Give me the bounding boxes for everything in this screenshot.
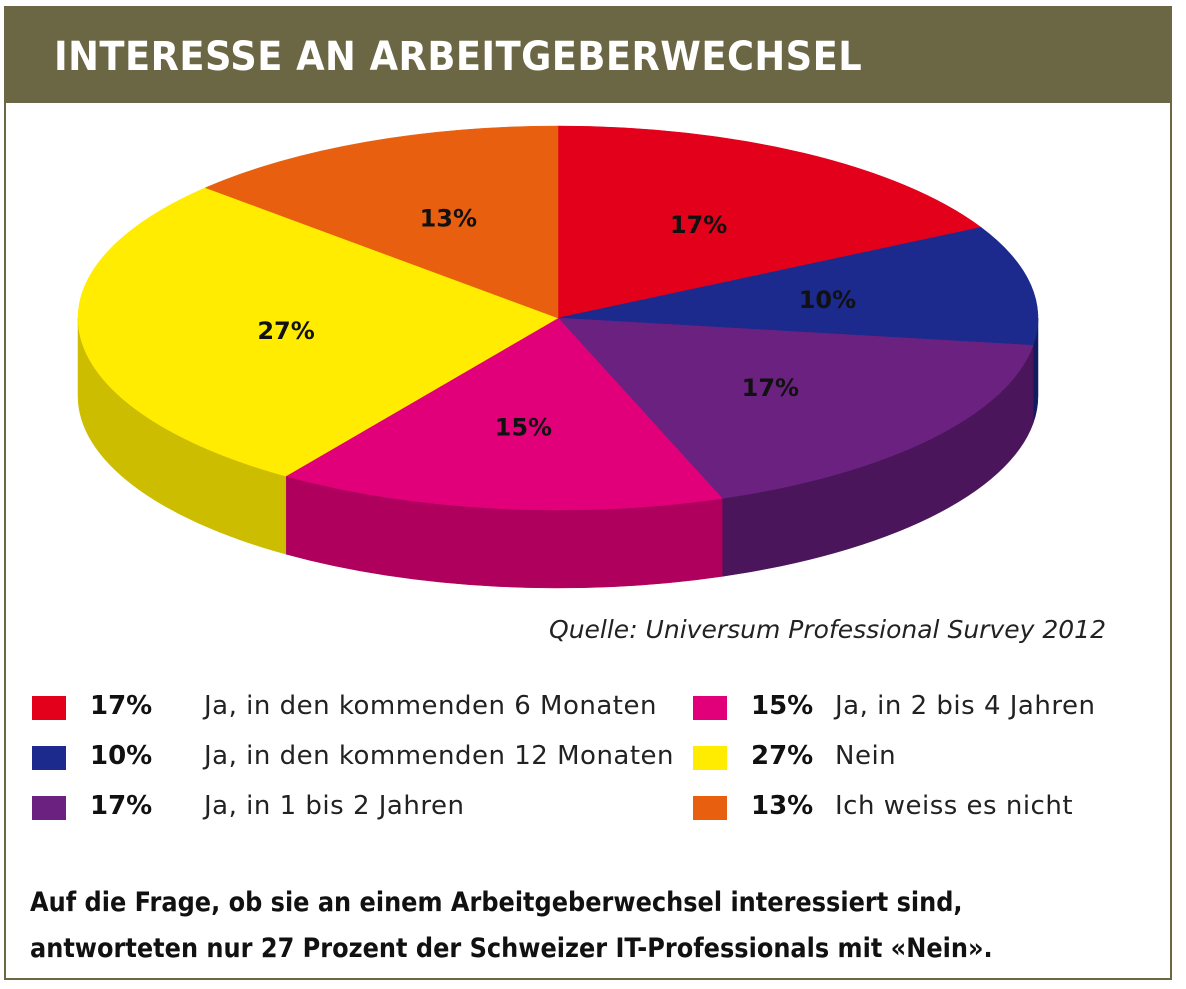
legend-label: Nein xyxy=(835,741,897,771)
legend-value: 17% xyxy=(90,791,153,821)
pie-slice-4 xyxy=(77,187,559,477)
chart-title: INTERESSE AN ARBEITGEBERWECHSEL xyxy=(54,34,863,80)
legend-value: 15% xyxy=(751,691,814,721)
legend-label: Ich weiss es nicht xyxy=(835,791,1074,821)
legend-swatch xyxy=(693,696,727,720)
legend-swatch xyxy=(32,696,66,720)
pie-slice-1 xyxy=(557,227,1039,346)
title-bar: INTERESSE AN ARBEITGEBERWECHSEL xyxy=(4,6,1172,103)
pie-slice-0 xyxy=(557,125,982,319)
pie-label-0: 17% xyxy=(670,211,727,239)
caption-line-1: Auf die Frage, ob sie an einem Arbeitgeb… xyxy=(30,887,963,918)
pie-slice-3 xyxy=(285,317,723,511)
pie-label-3: 15% xyxy=(495,414,552,442)
pie-slice-5 xyxy=(204,125,559,319)
legend-value: 13% xyxy=(751,791,814,821)
pie-slice-2 xyxy=(557,317,1034,499)
legend-value: 10% xyxy=(90,741,153,771)
pie-label-2: 17% xyxy=(742,374,799,402)
source-note: Quelle: Universum Professional Survey 20… xyxy=(549,615,1106,644)
pie-label-4: 27% xyxy=(257,317,314,345)
legend-value: 27% xyxy=(751,741,814,771)
legend-label: Ja, in den kommenden 12 Monaten xyxy=(204,741,675,771)
legend-swatch xyxy=(693,746,727,770)
legend-swatch xyxy=(32,746,66,770)
pie-label-1: 10% xyxy=(799,286,856,314)
caption-line-2: antworteten nur 27 Prozent der Schweizer… xyxy=(30,933,993,964)
legend-value: 17% xyxy=(90,691,153,721)
legend-label: Ja, in 2 bis 4 Jahren xyxy=(835,691,1096,721)
legend-label: Ja, in den kommenden 6 Monaten xyxy=(204,691,657,721)
legend-swatch xyxy=(693,796,727,820)
legend-swatch xyxy=(32,796,66,820)
pie-label-5: 13% xyxy=(420,205,477,233)
legend-label: Ja, in 1 bis 2 Jahren xyxy=(204,791,465,821)
caption: Auf die Frage, ob sie an einem Arbeitgeb… xyxy=(30,880,1150,972)
